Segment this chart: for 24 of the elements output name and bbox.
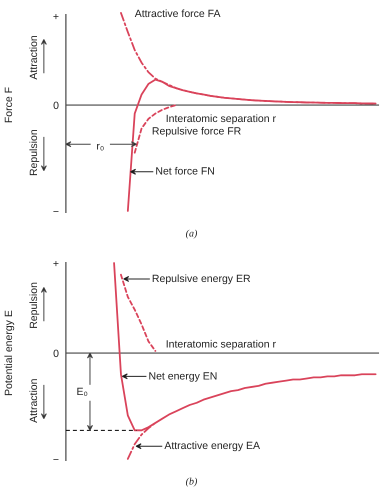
text: 0 (53, 100, 60, 112)
y-axis-title: Force F (2, 86, 15, 124)
text: (a) (186, 228, 198, 240)
text: + (52, 258, 60, 270)
annotation: E₀ (76, 386, 88, 398)
text: − (52, 454, 60, 466)
series-label: Repulsive force FR (152, 126, 242, 138)
x-axis-title: Interatomic separation r (166, 338, 276, 351)
series-label: Net energy EN (148, 370, 218, 382)
series-label: Attractive energy EA (164, 440, 260, 452)
text: − (52, 206, 60, 218)
text: Repulsion (28, 282, 40, 329)
y-axis-title: Potential energy E (2, 310, 15, 396)
x-axis-title: Interatomic separation r (166, 112, 276, 125)
text: + (52, 11, 60, 24)
text: Net force FN (155, 166, 215, 178)
text: Repulsive energy ER (152, 272, 251, 285)
text: Repulsion (28, 129, 40, 176)
text: Attraction (28, 378, 40, 423)
series-label: Attractive force FA (134, 8, 220, 20)
annotation: r₀ (96, 140, 104, 152)
text: 0 (53, 348, 60, 360)
text: (b) (186, 476, 198, 488)
text: Attraction (28, 35, 40, 80)
